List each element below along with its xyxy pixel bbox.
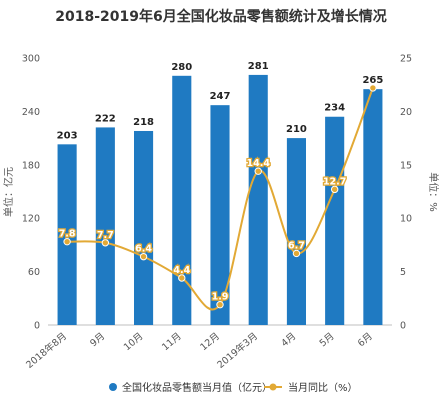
legend-bar-label: 全国化妆品零售额当月值（亿元） <box>122 381 272 394</box>
bar-value-label: 281 <box>248 61 269 72</box>
y-right-tick-label: 0 <box>400 321 406 332</box>
bar <box>134 130 154 325</box>
y-left-tick-label: 60 <box>28 267 40 278</box>
y-left-tick-label: 180 <box>22 160 40 171</box>
y-left-tick-label: 120 <box>22 214 40 225</box>
bar-value-label: 234 <box>324 103 345 114</box>
growth-point <box>254 167 262 175</box>
bar <box>172 75 192 325</box>
y-left-tick-label: 300 <box>22 54 40 65</box>
bar-value-label: 280 <box>171 62 192 73</box>
legend: 全国化妆品零售额当月值（亿元） 当月同比（%） <box>109 381 358 394</box>
legend-bar-marker <box>109 383 117 391</box>
growth-point <box>63 237 71 246</box>
bar <box>248 74 268 325</box>
bar-value-label: 218 <box>133 117 154 128</box>
legend-line-label: 当月同比（%） <box>288 381 358 394</box>
x-tick-label: 2018年8月 <box>24 330 69 371</box>
y-axis-left-ticks: 0 60 120 180 240 300 <box>22 54 40 332</box>
bar-value-label: 203 <box>57 130 78 141</box>
bar <box>286 138 306 325</box>
x-tick-label: 2019年3月 <box>215 330 260 371</box>
growth-point <box>292 249 301 258</box>
bar <box>325 116 345 326</box>
y-axis-left-label: 单位：亿元 <box>2 167 15 217</box>
y-axis-right-label: 单位：% <box>427 172 440 212</box>
x-tick-label: 4月 <box>279 331 298 349</box>
growth-point <box>101 239 110 247</box>
legend-line-marker <box>269 383 277 391</box>
chart-title: 2018-2019年6月全国化妆品零售额统计及增长情况 <box>55 8 386 25</box>
y-axis-right-ticks: 0 5 10 15 20 25 <box>400 54 412 332</box>
bar-value-label: 265 <box>362 75 383 86</box>
y-left-tick-label: 0 <box>34 321 40 332</box>
growth-point <box>178 274 186 282</box>
growth-label: 14.4 <box>246 158 270 169</box>
growth-point <box>139 252 148 261</box>
y-right-tick-label: 25 <box>400 54 412 65</box>
x-tick-label: 12月 <box>198 331 222 353</box>
y-right-tick-label: 20 <box>400 107 412 118</box>
bar-series <box>57 74 383 326</box>
growth-label: 7.7 <box>97 230 114 241</box>
growth-label: 6.4 <box>135 244 152 255</box>
bar <box>57 144 77 325</box>
x-tick-label: 5月 <box>318 331 337 349</box>
growth-label: 7.8 <box>59 229 76 240</box>
bar <box>95 127 115 325</box>
growth-label: 4.4 <box>173 265 190 276</box>
y-left-tick-label: 240 <box>22 107 40 118</box>
y-right-tick-label: 10 <box>400 214 412 225</box>
growth-point <box>216 301 224 309</box>
x-tick-label: 9月 <box>88 331 107 349</box>
bar <box>210 105 230 325</box>
line-series: 7.8 7.7 6.4 4.4 1.9 14.4 6.7 12.7 <box>57 84 377 311</box>
growth-label: 1.9 <box>212 292 229 303</box>
x-tick-label: 11月 <box>160 331 184 353</box>
y-right-tick-label: 15 <box>400 160 412 171</box>
growth-line <box>67 87 374 311</box>
y-right-tick-label: 5 <box>400 267 406 278</box>
bar-value-label: 210 <box>286 124 307 135</box>
bar-value-label: 222 <box>95 113 116 124</box>
bar-value-label: 247 <box>210 91 231 102</box>
growth-point <box>369 84 377 92</box>
x-tick-label: 6月 <box>356 331 375 349</box>
growth-point <box>330 185 339 194</box>
x-tick-label: 10月 <box>122 331 146 353</box>
bar <box>363 89 383 326</box>
bar-value-labels: 203 222 218 280 247 281 210 234 265 <box>57 61 384 141</box>
growth-label: 6.7 <box>288 240 305 251</box>
growth-label: 12.7 <box>323 176 346 187</box>
